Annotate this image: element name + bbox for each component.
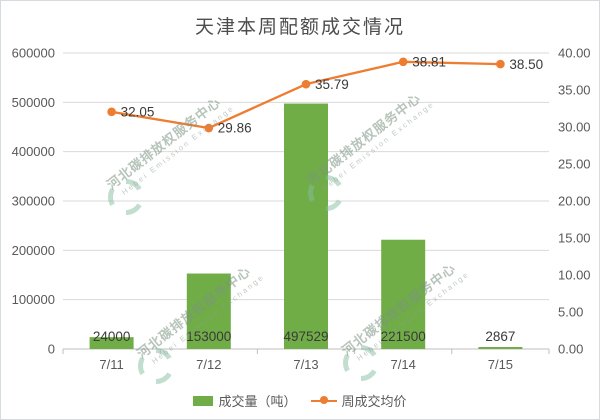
y-axis-left-tick-label: 200000 <box>12 243 55 258</box>
legend: 成交量（吨） 周成交均价 <box>1 391 599 410</box>
line-value-label: 38.81 <box>412 55 446 70</box>
line-series-marker-icon <box>310 396 337 405</box>
y-axis-right-tick-label: 0.00 <box>558 342 583 357</box>
bar-value-label: 24000 <box>93 329 131 344</box>
x-axis-category-label: 7/14 <box>391 357 416 372</box>
y-axis-left-tick-label: 500000 <box>12 95 55 110</box>
line-series-legend-label: 周成交均价 <box>341 394 407 409</box>
y-axis-left-tick-label: 100000 <box>12 292 55 307</box>
legend-item-volume: 成交量（吨） <box>193 391 297 410</box>
legend-item-price: 周成交均价 <box>310 391 407 410</box>
x-axis-category-label: 7/13 <box>293 357 318 372</box>
price-point <box>301 79 311 89</box>
x-axis-category-label: 7/12 <box>196 357 221 372</box>
price-point <box>107 107 116 117</box>
x-axis-category-label: 7/11 <box>99 357 123 372</box>
y-axis-left-tick-label: 300000 <box>12 194 55 209</box>
line-value-label: 29.86 <box>218 121 252 136</box>
volume-bar <box>186 273 231 349</box>
y-axis-right-tick-label: 15.00 <box>558 231 591 246</box>
y-axis-left-tick-label: 600000 <box>12 46 55 61</box>
bar-value-label: 2867 <box>485 329 515 344</box>
y-axis-right-tick-label: 35.00 <box>558 83 591 98</box>
chart-title: 天津本周配额成交情况 <box>194 16 405 38</box>
bar-value-label: 221500 <box>381 329 426 344</box>
y-axis-left-tick-label: 400000 <box>12 144 55 159</box>
volume-bar <box>478 347 523 349</box>
y-axis-right-tick-label: 20.00 <box>558 194 591 209</box>
y-axis-right-tick-label: 25.00 <box>558 157 591 172</box>
bar-value-label: 497529 <box>283 329 328 344</box>
y-axis-right-tick-label: 10.00 <box>558 268 591 283</box>
y-axis-right-tick-label: 40.00 <box>558 46 591 61</box>
x-axis-category-label: 7/15 <box>488 357 513 372</box>
y-axis-right-tick-label: 30.00 <box>558 120 591 135</box>
volume-bar <box>89 337 134 349</box>
y-axis-right-tick-label: 5.00 <box>558 305 583 320</box>
price-point <box>204 123 214 133</box>
price-point <box>496 59 505 69</box>
bar-series-legend-label: 成交量（吨） <box>218 394 297 409</box>
bar-value-label: 153000 <box>186 329 231 344</box>
bar-series-swatch-icon <box>193 395 214 406</box>
volume-bar <box>381 239 426 349</box>
line-value-label: 38.50 <box>509 57 543 72</box>
line-value-label: 35.79 <box>315 77 349 92</box>
volume-bar <box>284 103 328 349</box>
line-value-label: 32.05 <box>121 105 155 120</box>
price-point <box>398 57 408 67</box>
y-axis-left-tick-label: 0 <box>48 342 55 357</box>
line-legend-dot <box>319 396 328 404</box>
